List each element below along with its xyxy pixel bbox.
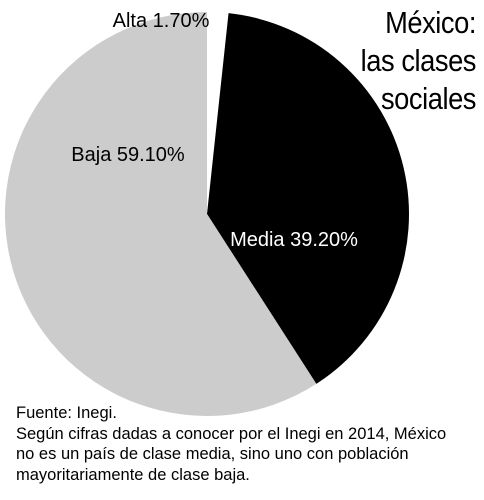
chart-title: México: las clases sociales — [335, 4, 477, 118]
pie-slices — [5, 12, 409, 416]
note-line-3: mayoritariamente de clase baja. — [16, 465, 250, 484]
note-line-2: no es un país de clase media, sino uno c… — [16, 445, 409, 463]
pie-slice-alta — [207, 12, 229, 214]
note-line-1: Según cifras dadas a conocer por el Ineg… — [16, 424, 447, 443]
pie-labels: Alta 1.70% Media 39.20% Baja 59.10% — [71, 10, 358, 251]
slice-label-baja: Baja 59.10% — [71, 144, 185, 166]
title-line-3: sociales — [380, 81, 476, 116]
title-line-1: México: — [385, 5, 476, 40]
pie-slice-media — [207, 13, 409, 384]
slice-label-alta: Alta 1.70% — [113, 10, 210, 32]
source-note: Fuente: Inegi. — [16, 404, 117, 422]
title-line-2: las clases — [360, 43, 477, 78]
pie-slice-baja — [5, 12, 317, 416]
footer-notes: Fuente: Inegi. Según cifras dadas a cono… — [16, 403, 476, 485]
slice-label-media: Media 39.20% — [230, 229, 358, 251]
